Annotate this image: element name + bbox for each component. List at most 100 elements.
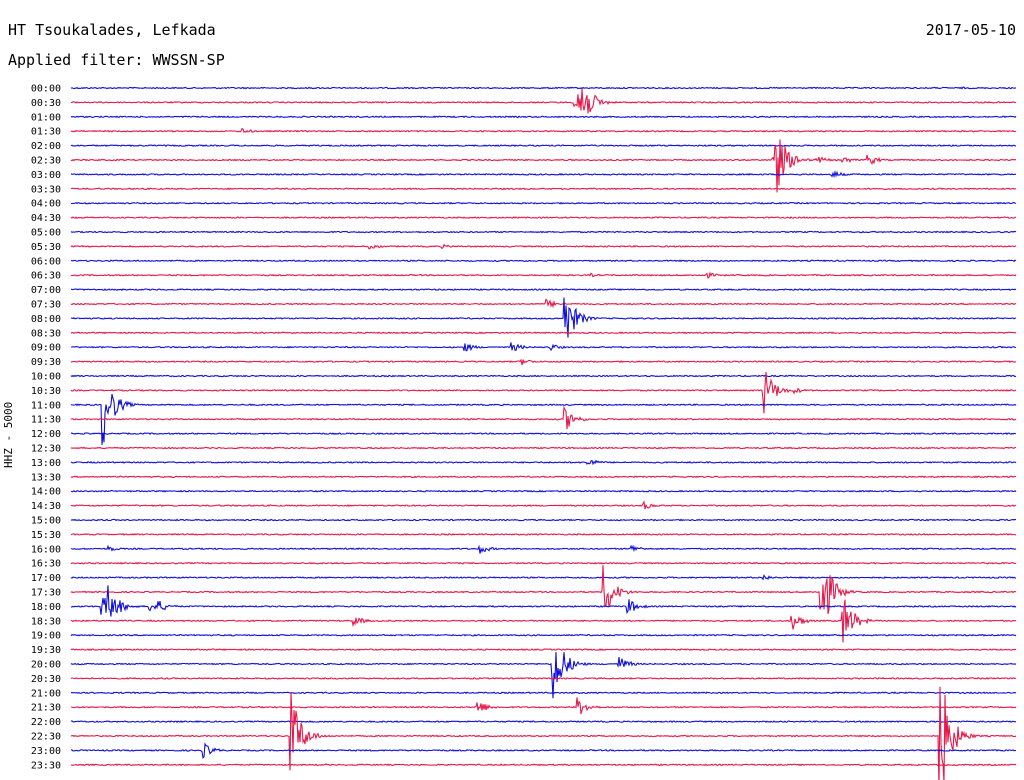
trace-line <box>70 358 1016 366</box>
row-time-label: 11:00 <box>31 400 61 411</box>
row-time-label: 14:30 <box>31 501 61 512</box>
trace-line <box>70 374 1017 378</box>
trace-line <box>70 298 1017 309</box>
row-time-label: 05:30 <box>31 242 61 253</box>
station-title: HT Tsoukalades, Lefkada <box>8 21 216 39</box>
row-time-label: 18:30 <box>31 616 61 627</box>
row-time-label: 16:00 <box>31 544 61 555</box>
row-time-label: 21:30 <box>31 703 61 714</box>
trace-line <box>70 574 1017 581</box>
row-time-label: 07:30 <box>31 300 61 311</box>
trace-line <box>70 216 1017 219</box>
trace-line <box>70 127 1017 133</box>
row-time-label: 13:00 <box>31 458 61 469</box>
trace-line <box>70 518 1017 522</box>
row-time-label: 09:30 <box>31 357 61 368</box>
trace-line <box>70 648 1017 652</box>
trace-line <box>70 405 1017 430</box>
trace-line <box>71 201 1017 205</box>
trace-line <box>70 676 1017 680</box>
row-time-label: 14:00 <box>31 487 61 498</box>
row-time-label: 00:00 <box>31 84 61 95</box>
trace-line <box>70 475 1017 479</box>
row-time-label: 08:30 <box>31 328 61 339</box>
row-time-label: 01:00 <box>31 112 61 123</box>
trace-line <box>70 544 1017 554</box>
row-time-label: 10:30 <box>31 386 61 397</box>
row-time-label: 06:30 <box>31 271 61 282</box>
row-time-label: 03:30 <box>31 184 61 195</box>
trace-line <box>70 259 1017 263</box>
row-time-label: 22:30 <box>31 732 61 743</box>
trace-line <box>70 697 1017 715</box>
trace-line <box>70 742 1017 759</box>
row-time-label: 18:00 <box>31 602 61 613</box>
row-time-label: 02:00 <box>31 141 61 152</box>
trace-line <box>71 88 1017 114</box>
trace-line <box>70 652 1017 699</box>
trace-line <box>71 585 1017 617</box>
row-time-label: 12:00 <box>31 429 61 440</box>
row-time-label: 23:30 <box>31 760 61 771</box>
row-time-label: 21:00 <box>31 688 61 699</box>
row-time-label: 15:00 <box>31 516 61 527</box>
row-time-label: 23:00 <box>31 746 61 757</box>
row-time-label: 16:30 <box>31 559 61 570</box>
row-time-label: 22:00 <box>31 717 61 728</box>
trace-line <box>70 599 1017 643</box>
row-time-label: 17:30 <box>31 588 61 599</box>
row-time-label: 03:00 <box>31 170 61 181</box>
trace-line <box>70 489 1017 493</box>
trace-line <box>70 532 1017 536</box>
filter-label: Applied filter: WWSSN-SP <box>8 51 225 69</box>
trace-line <box>70 432 1017 436</box>
row-time-label: 07:00 <box>31 285 61 296</box>
trace-line <box>70 691 1017 695</box>
trace-line <box>70 187 1017 191</box>
row-time-label: 20:00 <box>31 660 61 671</box>
trace-line <box>70 271 1017 279</box>
trace-line <box>70 288 1017 292</box>
row-time-label: 04:30 <box>31 213 61 224</box>
trace-line <box>70 720 1016 724</box>
trace-line <box>70 331 1017 335</box>
row-time-label: 12:30 <box>31 444 61 455</box>
trace-line <box>70 565 1017 615</box>
row-time-label: 10:00 <box>31 372 61 383</box>
trace-line <box>70 297 1017 338</box>
trace-line <box>70 371 1017 414</box>
date-label: 2017-05-10 <box>925 21 1016 39</box>
trace-line <box>70 459 1017 466</box>
row-time-label: 08:00 <box>31 314 61 325</box>
row-time-label: 17:00 <box>31 573 61 584</box>
trace-line <box>71 686 1017 780</box>
trace-line <box>70 393 1017 445</box>
row-time-label: 11:30 <box>31 415 61 426</box>
row-time-label: 09:00 <box>31 343 61 354</box>
trace-line <box>70 230 1017 234</box>
trace-line <box>70 243 1017 250</box>
trace-line <box>70 633 1017 637</box>
row-time-label: 06:00 <box>31 256 61 267</box>
row-time-label: 19:30 <box>31 645 61 656</box>
row-time-label: 15:30 <box>31 530 61 541</box>
trace-line <box>70 500 1017 510</box>
trace-line <box>70 763 1017 767</box>
row-time-label: 00:30 <box>31 98 61 109</box>
trace-line <box>70 170 1017 179</box>
trace-line <box>70 139 1017 193</box>
trace-line <box>71 342 1017 352</box>
row-time-label: 13:30 <box>31 472 61 483</box>
trace-line <box>70 446 1017 450</box>
row-time-label: 05:00 <box>31 228 61 239</box>
row-time-label: 01:30 <box>31 127 61 138</box>
row-time-label: 20:30 <box>31 674 61 685</box>
trace-line <box>70 86 1017 90</box>
row-time-label: 19:00 <box>31 631 61 642</box>
trace-line <box>70 115 1017 119</box>
row-time-label: 02:30 <box>31 156 61 167</box>
trace-line <box>70 561 1017 565</box>
trace-line <box>70 144 1017 147</box>
row-time-label: 04:00 <box>31 199 61 210</box>
